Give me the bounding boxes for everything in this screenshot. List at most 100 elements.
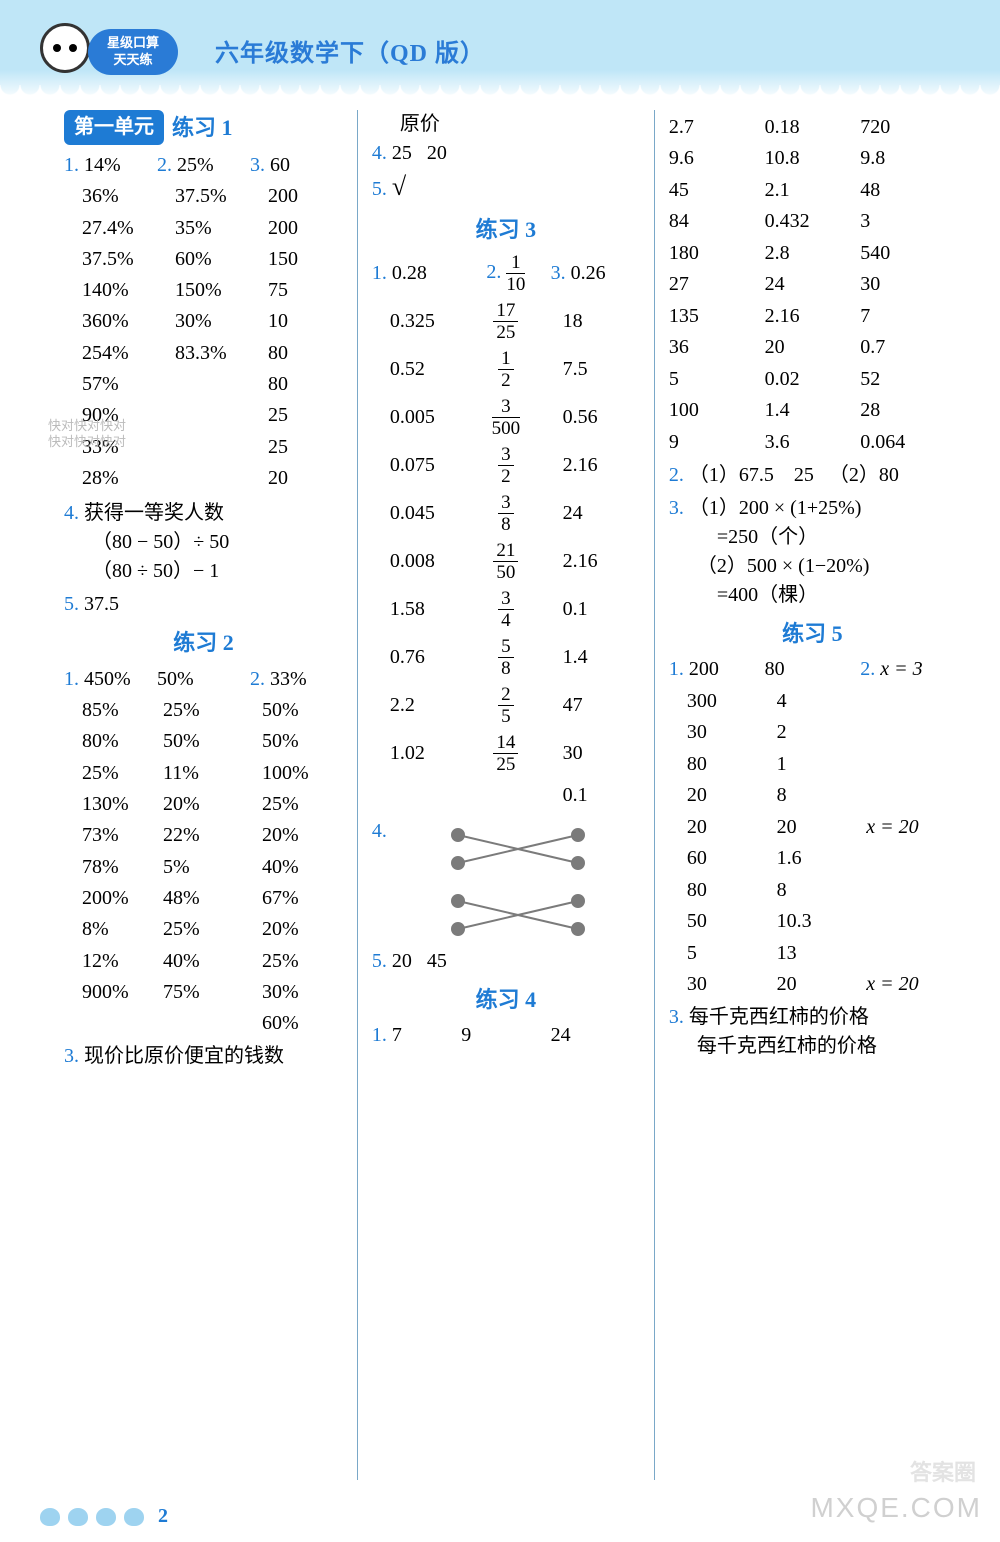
paw-icon — [68, 1508, 88, 1526]
table-row: 208 — [669, 781, 956, 810]
column-2: 原价 4. 25 20 5. √ 练习 3 1. 0.282. 1103. 0.… — [357, 110, 655, 1480]
table-row: 9.610.89.8 — [669, 144, 956, 173]
table-row: 0.1 — [372, 781, 640, 810]
unit-badge: 第一单元 — [64, 110, 164, 145]
ex5-table: 1. 200802. x = 330043028012082020x = 206… — [669, 655, 956, 999]
table-row: 0.075322.16 — [372, 445, 640, 486]
table-row: 808 — [669, 876, 956, 905]
table-row: 3020x = 20 — [669, 970, 956, 999]
ex3-q4: 4. — [372, 817, 640, 947]
match-diagram — [438, 823, 598, 943]
page-header: 星级口算 天天练 六年级数学下（QD 版） — [0, 0, 1000, 100]
table-row: 1. 0.282. 1103. 0.26 — [372, 253, 640, 294]
table-row: 900%75%30% — [64, 978, 343, 1007]
unit-heading-row: 第一单元 练习 1 — [64, 110, 343, 145]
c2-q4: 4. 25 20 — [372, 139, 640, 168]
ex1-q4: 4. 获得一等奖人数 — [64, 499, 343, 528]
table-row: 1.02142530 — [372, 733, 640, 774]
ex1-q4-expr1: （80 − 50）÷ 50 — [64, 528, 343, 557]
table-row: 5010.3 — [669, 907, 956, 936]
c3-q3-l3: （2）500 × (1−20%) — [669, 552, 956, 581]
mascot-icon: 星级口算 天天练 — [40, 15, 110, 85]
table-row: 93.60.064 — [669, 428, 956, 457]
paw-icon — [124, 1508, 144, 1526]
table-row: 1. 200802. x = 3 — [669, 655, 956, 684]
ex5-q3: 3. 每千克西红柿的价格 — [669, 1003, 956, 1032]
table-row: 360%30%10 — [64, 307, 343, 336]
badge-line1: 星级口算 — [88, 35, 178, 52]
table-row: 130%20%25% — [64, 790, 343, 819]
table-row: 8%25%20% — [64, 915, 343, 944]
table-row: 0.325172518 — [372, 301, 640, 342]
table-row: 0.0453824 — [372, 493, 640, 534]
table-row: 801 — [669, 750, 956, 779]
ex3-title: 练习 3 — [372, 214, 640, 246]
c3-q3: 3. （1）200 × (1+25%) — [669, 494, 956, 523]
ex3-table: 1. 0.282. 1103. 0.26 0.325172518 0.52127.5… — [372, 253, 640, 810]
badge-line2: 天天练 — [88, 52, 178, 69]
table-row: 78%5%40% — [64, 853, 343, 882]
table-row: 272430 — [669, 270, 956, 299]
c3-q3-l2: =250（个） — [669, 523, 956, 552]
table-row: 2.70.18720 — [669, 113, 956, 142]
column-1: 第一单元 练习 1 1. 14%2. 25%3. 6036%37.5%20027… — [50, 110, 357, 1480]
table-row: 0.00535000.56 — [372, 397, 640, 438]
table-row: 25%11%100% — [64, 759, 343, 788]
table-row: 1.58340.1 — [372, 589, 640, 630]
table-row: 36%37.5%200 — [64, 182, 343, 211]
table-row: 73%22%20% — [64, 821, 343, 850]
ghost-watermark: 快对快对快对 快对快对快对 — [48, 418, 126, 451]
paw-icon — [40, 1508, 60, 1526]
table-row: 302 — [669, 718, 956, 747]
table-row: 3004 — [669, 687, 956, 716]
page-footer: 2 — [40, 1505, 168, 1528]
ex2-q3: 3. 现价比原价便宜的钱数 — [64, 1042, 343, 1071]
table-row: 1352.167 — [669, 302, 956, 331]
table-row: 28%20 — [64, 464, 343, 493]
table-row: 513 — [669, 939, 956, 968]
table-row: 0.76581.4 — [372, 637, 640, 678]
table-row: 2.22547 — [372, 685, 640, 726]
content-area: 第一单元 练习 1 1. 14%2. 25%3. 6036%37.5%200 27… — [0, 100, 1000, 1480]
ex2-table: 1. 450%50%2. 33%85%25%50%80%50%50% 25%11%… — [64, 665, 343, 1038]
table-row: 200%48%67% — [64, 884, 343, 913]
table-row: 60% — [64, 1009, 343, 1038]
header-scallop — [0, 85, 1000, 99]
table-row: 0.00821502.16 — [372, 541, 640, 582]
c3-q2: 2. （1）67.5 25 （2）80 — [669, 461, 956, 490]
column-3: 2.70.187209.610.89.8 452.148840.4323 1802.… — [655, 110, 970, 1480]
series-badge: 星级口算 天天练 — [88, 29, 178, 75]
table-row: 37.5%60%150 — [64, 245, 343, 274]
ex4-cont-table: 2.70.187209.610.89.8 452.148840.4323 1802.… — [669, 113, 956, 457]
c2-line-yuanjia: 原价 — [372, 110, 640, 139]
ex3-q5: 5. 20 45 — [372, 947, 640, 976]
table-row: 601.6 — [669, 844, 956, 873]
ex4-row: 1. 7 9 24 — [372, 1021, 640, 1050]
check-icon: √ — [392, 172, 406, 201]
table-row: 57%80 — [64, 370, 343, 399]
table-row: 452.148 — [669, 176, 956, 205]
table-row: 1. 14%2. 25%3. 60 — [64, 151, 343, 180]
table-row: 12%40%25% — [64, 947, 343, 976]
table-row: 80%50%50% — [64, 727, 343, 756]
table-row: 1802.8540 — [669, 239, 956, 268]
c3-q3-l4: =400（棵） — [669, 581, 956, 610]
ex2-title: 练习 2 — [64, 627, 343, 659]
c2-q5: 5. √ — [372, 168, 640, 206]
table-row: 1001.428 — [669, 396, 956, 425]
page-title: 六年级数学下（QD 版） — [215, 33, 485, 68]
table-row: 0.52127.5 — [372, 349, 640, 390]
table-row: 840.4323 — [669, 207, 956, 236]
ex1-title: 练习 1 — [172, 112, 233, 144]
circle-watermark: 答案圈 — [910, 1455, 976, 1487]
corner-watermark: MXQE.COM — [810, 1492, 982, 1524]
ex1-q5: 5. 37.5 — [64, 590, 343, 619]
table-row: 85%25%50% — [64, 696, 343, 725]
ex4-title: 练习 4 — [372, 984, 640, 1016]
ex5-q3-l2: 每千克西红柿的价格 — [669, 1032, 956, 1061]
page-number: 2 — [158, 1505, 168, 1528]
table-row: 36200.7 — [669, 333, 956, 362]
table-row: 140%150%75 — [64, 276, 343, 305]
table-row: 1. 450%50%2. 33% — [64, 665, 343, 694]
paw-icon — [96, 1508, 116, 1526]
